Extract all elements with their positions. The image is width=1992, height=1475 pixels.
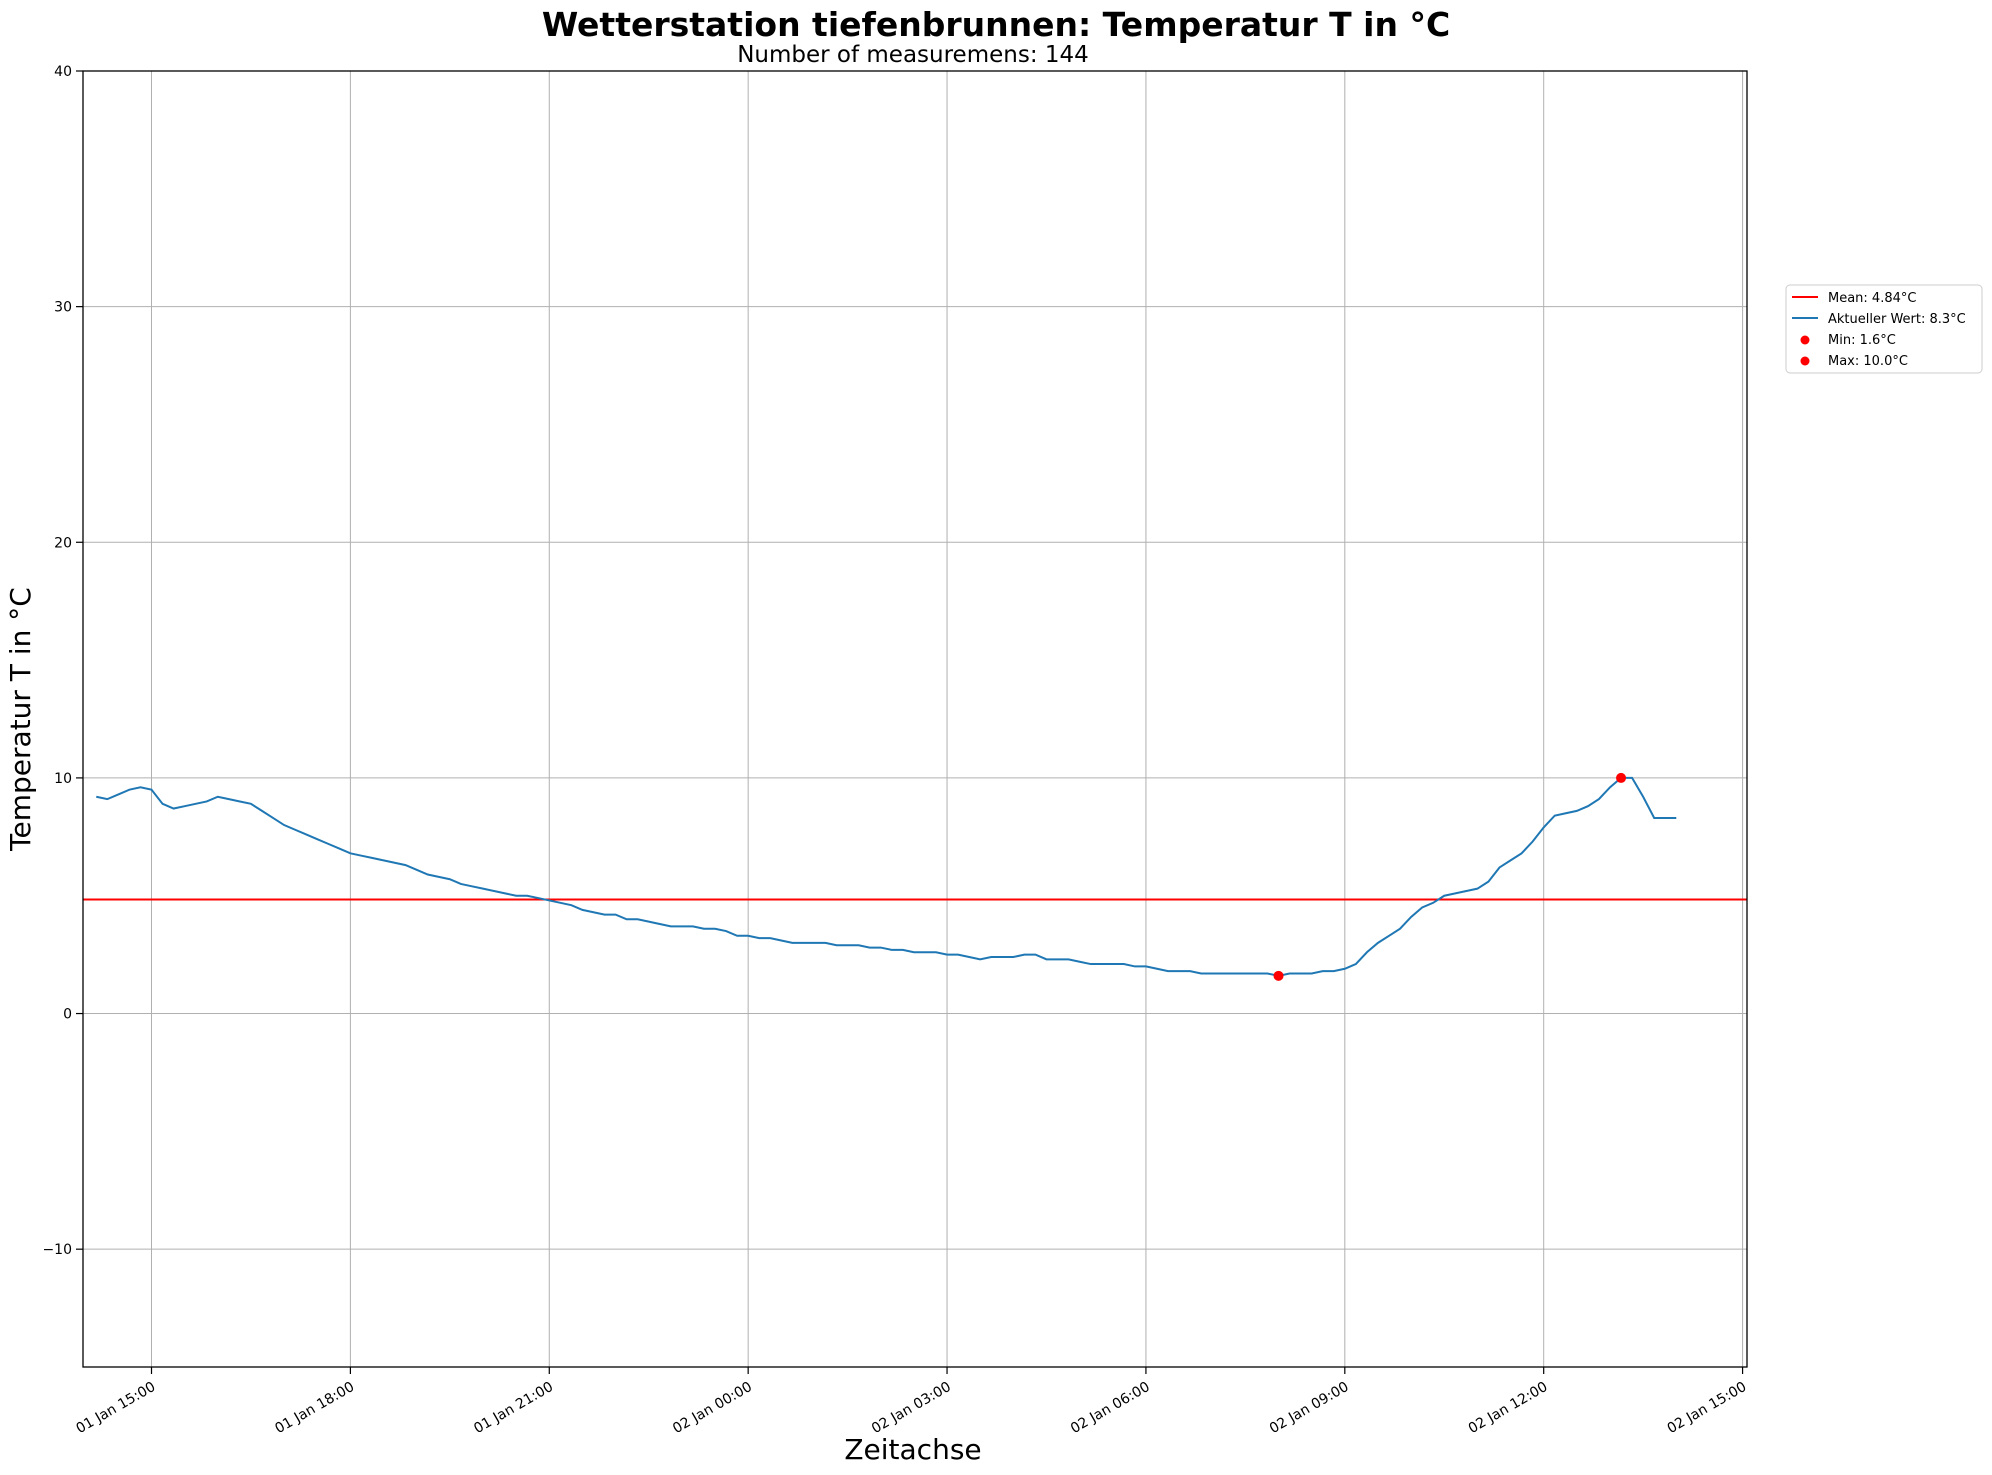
- x-tick-label-2: 01 Jan 21:00: [471, 1379, 556, 1437]
- grid-lines: [83, 70, 1747, 1367]
- y-tick-label-1: 0: [63, 1007, 72, 1023]
- x-tick-label-1: 01 Jan 18:00: [272, 1379, 357, 1437]
- legend-min-label: Min: 1.6°C: [1828, 333, 1896, 348]
- chart-title: Wetterstation tiefenbrunnen: Temperatur …: [542, 5, 1450, 44]
- legend-box: [1785, 284, 1983, 374]
- legend-max-swatch: [1800, 356, 1810, 366]
- y-tick-label-2: 10: [54, 771, 72, 787]
- temperature-line: [96, 776, 1677, 977]
- max-marker: [1616, 772, 1627, 783]
- legend-current-label: Aktueller Wert: 8.3°C: [1828, 312, 1966, 327]
- legend-mean-label: Mean: 4.84°C: [1828, 291, 1916, 306]
- x-tick-label-0: 01 Jan 15:00: [74, 1379, 159, 1437]
- legend-max-label: Max: 10.0°C: [1828, 354, 1908, 369]
- y-tick-label-3: 20: [54, 535, 72, 551]
- y-tick-label-5: 40: [54, 64, 72, 80]
- x-tick-label-3: 02 Jan 00:00: [670, 1379, 755, 1437]
- x-tick-label-4: 02 Jan 03:00: [869, 1379, 954, 1437]
- min-marker: [1273, 970, 1284, 981]
- y-axis-ticks: −10 0 10 20 30 40: [42, 64, 83, 1258]
- x-tick-label-8: 02 Jan 15:00: [1665, 1379, 1750, 1437]
- x-tick-label-7: 02 Jan 12:00: [1466, 1379, 1551, 1437]
- chart-subtitle: Number of measuremens: 144: [737, 42, 1089, 68]
- y-axis-label: Temperatur T in °C: [4, 587, 37, 852]
- x-axis-ticks: 01 Jan 15:00 01 Jan 18:00 01 Jan 21:00 02 J…: [74, 1367, 1750, 1437]
- extreme-markers: [1273, 772, 1627, 981]
- x-tick-label-6: 02 Jan 09:00: [1267, 1379, 1352, 1437]
- plot-frame: [82, 70, 1748, 1368]
- legend-min-swatch: [1800, 335, 1810, 345]
- legend: Mean: 4.84°C Aktueller Wert: 8.3°C Min: …: [1785, 284, 1983, 374]
- x-tick-label-5: 02 Jan 06:00: [1068, 1379, 1153, 1437]
- y-tick-label-0: −10: [42, 1242, 72, 1258]
- y-tick-label-4: 30: [54, 300, 72, 316]
- x-axis-label: Zeitachse: [844, 1433, 981, 1466]
